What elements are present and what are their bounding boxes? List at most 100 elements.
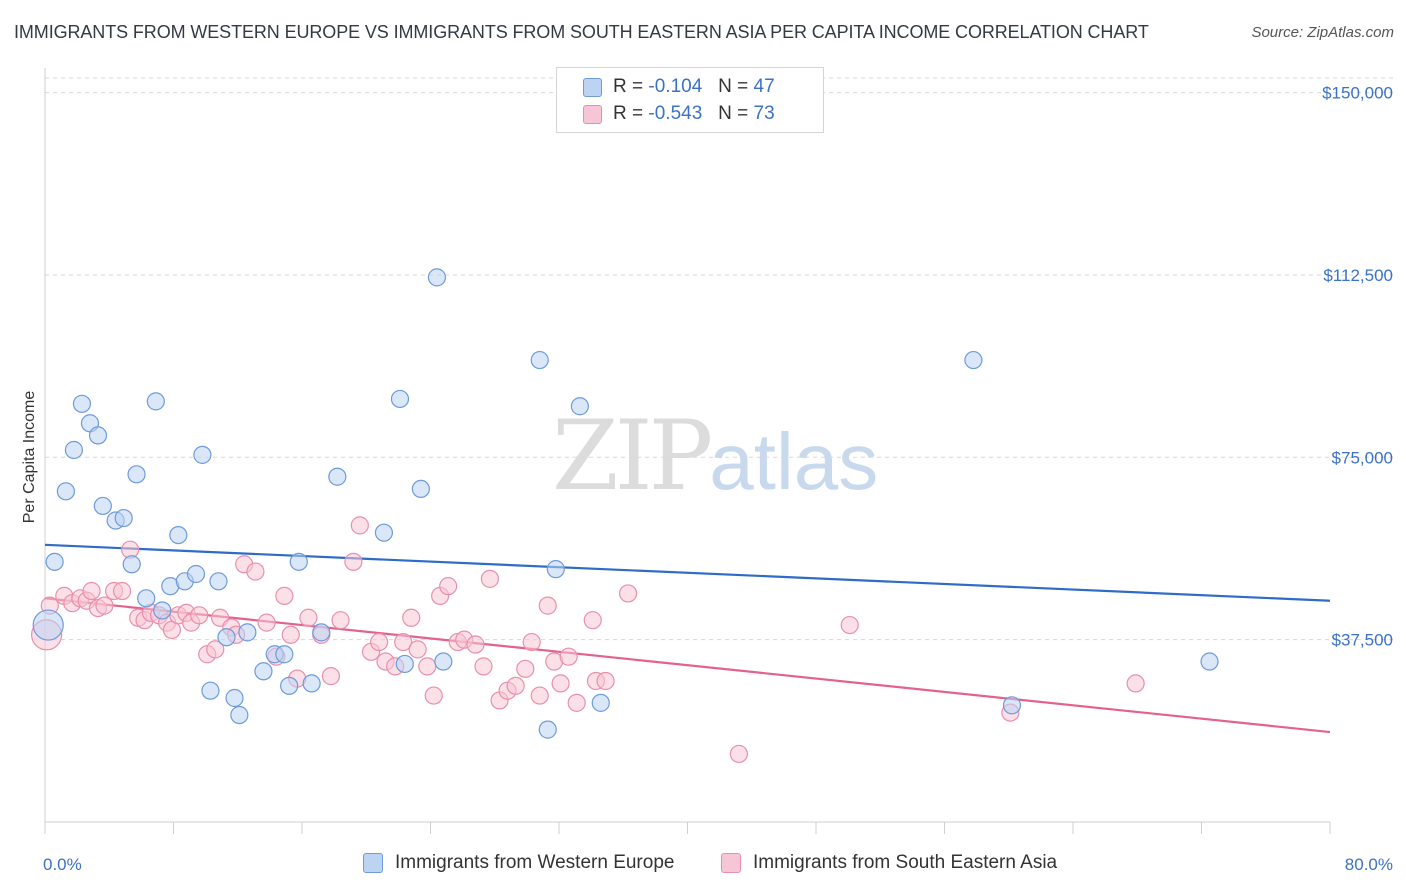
point-western-europe xyxy=(114,508,133,528)
point-western-europe xyxy=(169,525,188,545)
watermark-atlas: atlas xyxy=(709,417,879,506)
point-western-europe xyxy=(591,693,610,712)
source-credit: Source: ZipAtlas.com xyxy=(1251,24,1394,41)
point-western-europe xyxy=(390,389,410,409)
point-western-europe xyxy=(280,676,299,695)
legend-stats-south-eastern-asia: R = -0.543 N = 73 xyxy=(613,103,775,125)
legend-r-label: R = xyxy=(613,76,644,97)
point-south-eastern-asia xyxy=(206,640,225,659)
point-south-eastern-asia xyxy=(559,647,578,666)
point-south-eastern-asia xyxy=(402,608,421,627)
y-tick-label: $150,000 xyxy=(1322,84,1393,103)
point-western-europe xyxy=(302,674,321,693)
point-western-europe xyxy=(328,467,347,486)
point-south-eastern-asia xyxy=(281,625,300,644)
point-western-europe xyxy=(64,440,84,460)
point-western-europe xyxy=(570,397,589,416)
legend-n-label: N = xyxy=(718,103,749,124)
legend-swatch-pink xyxy=(583,105,602,124)
point-south-eastern-asia xyxy=(82,581,101,601)
point-south-eastern-asia xyxy=(480,569,500,588)
point-south-eastern-asia xyxy=(474,657,493,676)
point-south-eastern-asia xyxy=(424,686,443,705)
x-tick-label-min: 0.0% xyxy=(43,855,82,874)
trend-line-western-europe xyxy=(44,543,1331,602)
point-western-europe xyxy=(193,445,212,464)
point-western-europe xyxy=(225,688,244,708)
point-western-europe xyxy=(374,523,394,542)
point-western-europe xyxy=(254,662,273,681)
point-south-eastern-asia xyxy=(618,584,638,603)
correlation-legend: R = -0.104 N = 47 R = -0.543 N = 73 xyxy=(556,67,824,133)
data-points xyxy=(31,268,1219,764)
legend-n-value: 73 xyxy=(753,103,775,124)
point-western-europe xyxy=(230,705,249,725)
point-south-eastern-asia xyxy=(257,613,276,632)
point-south-eastern-asia xyxy=(408,640,427,659)
point-south-eastern-asia xyxy=(418,657,437,676)
point-western-europe xyxy=(1002,696,1022,715)
point-south-eastern-asia xyxy=(551,674,570,693)
point-western-europe xyxy=(530,350,549,370)
point-western-europe xyxy=(395,654,414,674)
point-western-europe xyxy=(186,564,206,584)
point-western-europe xyxy=(312,623,331,642)
point-western-europe xyxy=(538,720,557,739)
point-western-europe xyxy=(411,479,430,499)
point-south-eastern-asia xyxy=(95,596,114,615)
legend-n-label: N = xyxy=(718,76,749,97)
point-south-eastern-asia xyxy=(538,596,557,615)
watermark-zip: ZIP xyxy=(552,400,713,512)
point-south-eastern-asia xyxy=(516,659,535,678)
point-south-eastern-asia xyxy=(246,562,265,581)
legend-n-value: 47 xyxy=(753,76,775,97)
zipatlas-watermark: ZIPatlas xyxy=(552,400,878,512)
point-south-eastern-asia xyxy=(583,611,602,630)
point-western-europe xyxy=(137,589,156,608)
point-south-eastern-asia xyxy=(522,632,541,652)
point-south-eastern-asia xyxy=(370,632,389,652)
y-tick-label: $37,500 xyxy=(1332,631,1393,650)
point-south-eastern-asia xyxy=(729,744,749,764)
point-south-eastern-asia xyxy=(275,586,294,605)
legend-r-value: -0.543 xyxy=(648,103,703,124)
bottom-legend-swatch-pink xyxy=(721,853,741,873)
point-south-eastern-asia xyxy=(299,608,318,627)
bottom-legend-swatch-blue xyxy=(363,853,383,873)
grid-lines xyxy=(45,77,1395,641)
point-south-eastern-asia xyxy=(439,577,458,596)
y-tick-label: $75,000 xyxy=(1332,448,1393,467)
point-south-eastern-asia xyxy=(506,676,525,695)
point-western-europe xyxy=(275,645,294,664)
point-western-europe xyxy=(238,623,257,642)
point-south-eastern-asia xyxy=(394,632,413,652)
legend-r-value: -0.104 xyxy=(648,76,703,97)
point-western-europe xyxy=(434,652,453,671)
point-western-europe xyxy=(127,465,146,484)
x-tick-label-max: 80.0% xyxy=(1345,855,1393,874)
point-western-europe xyxy=(93,496,112,516)
point-south-eastern-asia xyxy=(331,611,350,630)
point-western-europe xyxy=(72,394,92,413)
point-south-eastern-asia xyxy=(344,552,363,571)
point-western-europe xyxy=(217,628,236,647)
point-western-europe xyxy=(146,392,165,411)
point-south-eastern-asia xyxy=(530,686,549,705)
point-south-eastern-asia xyxy=(112,581,132,601)
axes xyxy=(44,68,1331,834)
point-western-europe xyxy=(56,482,75,501)
legend-swatch-blue xyxy=(583,78,602,97)
point-western-europe xyxy=(1200,652,1219,671)
bottom-legend-label: Immigrants from Western Europe xyxy=(395,852,675,873)
point-south-eastern-asia xyxy=(466,635,485,654)
y-tick-label: $112,500 xyxy=(1323,266,1393,285)
chart-title: IMMIGRANTS FROM WESTERN EUROPE VS IMMIGR… xyxy=(14,22,1149,42)
tick-labels: $37,500 $75,000 $112,500 $150,000 0.0% 80.0% xyxy=(43,84,1393,874)
bottom-legend-label: Immigrants from South Eastern Asia xyxy=(753,852,1058,873)
point-western-europe xyxy=(201,681,220,700)
point-western-europe xyxy=(964,350,983,370)
point-south-eastern-asia xyxy=(190,606,209,625)
point-south-eastern-asia xyxy=(840,615,859,635)
y-axis-label: Per Capita Income xyxy=(21,391,38,524)
